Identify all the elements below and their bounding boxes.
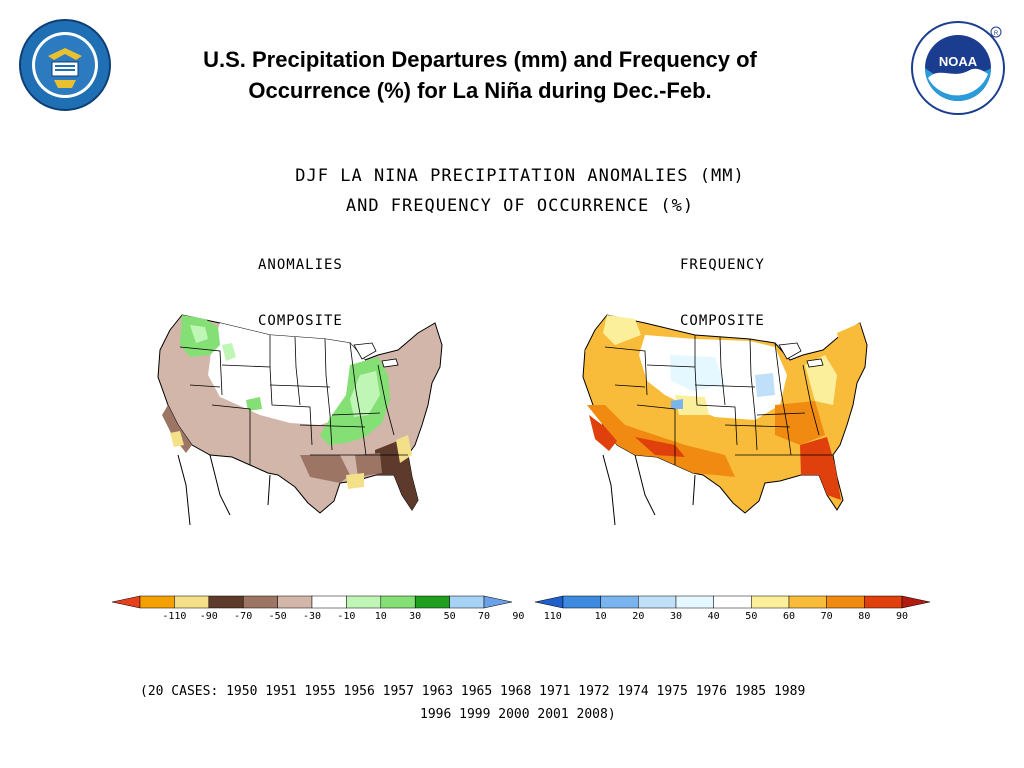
colorbar-swatch — [139, 595, 175, 609]
colorbar-tick-label: 70 — [477, 611, 491, 622]
colorbar-tick-label: 20 — [632, 611, 645, 622]
slide-title-line-1: U.S. Precipitation Departures (mm) and F… — [203, 47, 757, 72]
right-panel-sublabel: COMPOSITE — [680, 313, 765, 329]
department-of-commerce-seal — [18, 18, 112, 112]
colorbar-tick-label: 30 — [409, 611, 422, 622]
frequency-map — [575, 305, 890, 540]
colorbar-tick-label: 50 — [443, 611, 456, 622]
frequency-colorbar-labels: 10 20 30 40 50 60 70 80 90 — [535, 611, 930, 625]
colorbar-tick-label: 80 — [858, 611, 871, 622]
right-panel-label: FREQUENCY — [680, 257, 765, 273]
colorbar-tick-label: 70 — [820, 611, 833, 622]
left-panel-label: ANOMALIES — [258, 257, 343, 273]
colorbar-tick-label: 10 — [374, 611, 387, 622]
noaa-logo-text: NOAA — [939, 54, 978, 69]
anomalies-map — [150, 305, 460, 540]
colorbar-tick-label: -10 — [337, 611, 356, 622]
colorbar-tick-label: 90 — [512, 611, 525, 622]
colorbar-tick-label: -50 — [268, 611, 287, 622]
slide-title-line-2: Occurrence (%) for La Niña during Dec.-F… — [248, 78, 712, 103]
noaa-logo: NOAA R — [910, 18, 1006, 118]
colorbar-swatch — [638, 595, 677, 609]
colorbar-tick-label: 50 — [745, 611, 758, 622]
anomaly-colorbar-labels: -110 -90 -70 -50 -30 -10 10 30 50 70 90 110 — [112, 611, 561, 625]
colorbar-swatch — [864, 595, 903, 609]
colorbar-swatch — [346, 595, 382, 609]
colorbar-swatch — [751, 595, 790, 609]
figure-title-line-2: AND FREQUENCY OF OCCURRENCE (%) — [345, 196, 695, 216]
anomaly-colorbar — [111, 594, 513, 610]
colorbar-swatch — [311, 595, 347, 609]
colorbar-tick-label: -30 — [302, 611, 322, 622]
colorbar-arrow-low — [534, 595, 564, 609]
colorbar-arrow-high — [483, 595, 513, 609]
colorbar-tick-label: 40 — [707, 611, 720, 622]
colorbar-arrow-high — [901, 595, 931, 609]
colorbar-swatch — [242, 595, 278, 609]
colorbar-swatch — [414, 595, 450, 609]
left-panel-sublabel: COMPOSITE — [258, 313, 343, 329]
colorbar-swatch — [174, 595, 210, 609]
colorbar-tick-label: 90 — [895, 611, 909, 622]
colorbar-swatch — [277, 595, 313, 609]
colorbar-swatch — [449, 595, 485, 609]
colorbar-tick-label: 10 — [594, 611, 607, 622]
colorbar-swatch — [713, 595, 752, 609]
colorbar-tick-label: 60 — [782, 611, 796, 622]
cases-line-1: (20 CASES: 1950 1951 1955 1956 1957 1963… — [140, 684, 806, 699]
colorbar-swatch — [826, 595, 865, 609]
colorbar-swatch — [208, 595, 244, 609]
colorbar-tick-label: 110 — [543, 611, 562, 622]
colorbar-swatch — [380, 595, 416, 609]
colorbar-swatch — [600, 595, 639, 609]
colorbar-arrow-low — [111, 595, 141, 609]
cases-line-2: 1996 1999 2000 2001 2008) — [420, 707, 616, 722]
colorbar-swatch — [788, 595, 827, 609]
frequency-colorbar — [534, 594, 931, 610]
colorbar-swatch — [562, 595, 601, 609]
svg-text:R: R — [994, 31, 999, 37]
colorbar-tick-label: -110 — [162, 611, 187, 622]
colorbar-tick-label: 30 — [669, 611, 683, 622]
colorbar-tick-label: -90 — [199, 611, 218, 622]
colorbar-swatch — [675, 595, 714, 609]
slide-title: U.S. Precipitation Departures (mm) and F… — [170, 44, 790, 106]
figure-title-line-1: DJF LA NINA PRECIPITATION ANOMALIES (MM) — [295, 166, 745, 186]
colorbar-tick-label: -70 — [234, 611, 253, 622]
